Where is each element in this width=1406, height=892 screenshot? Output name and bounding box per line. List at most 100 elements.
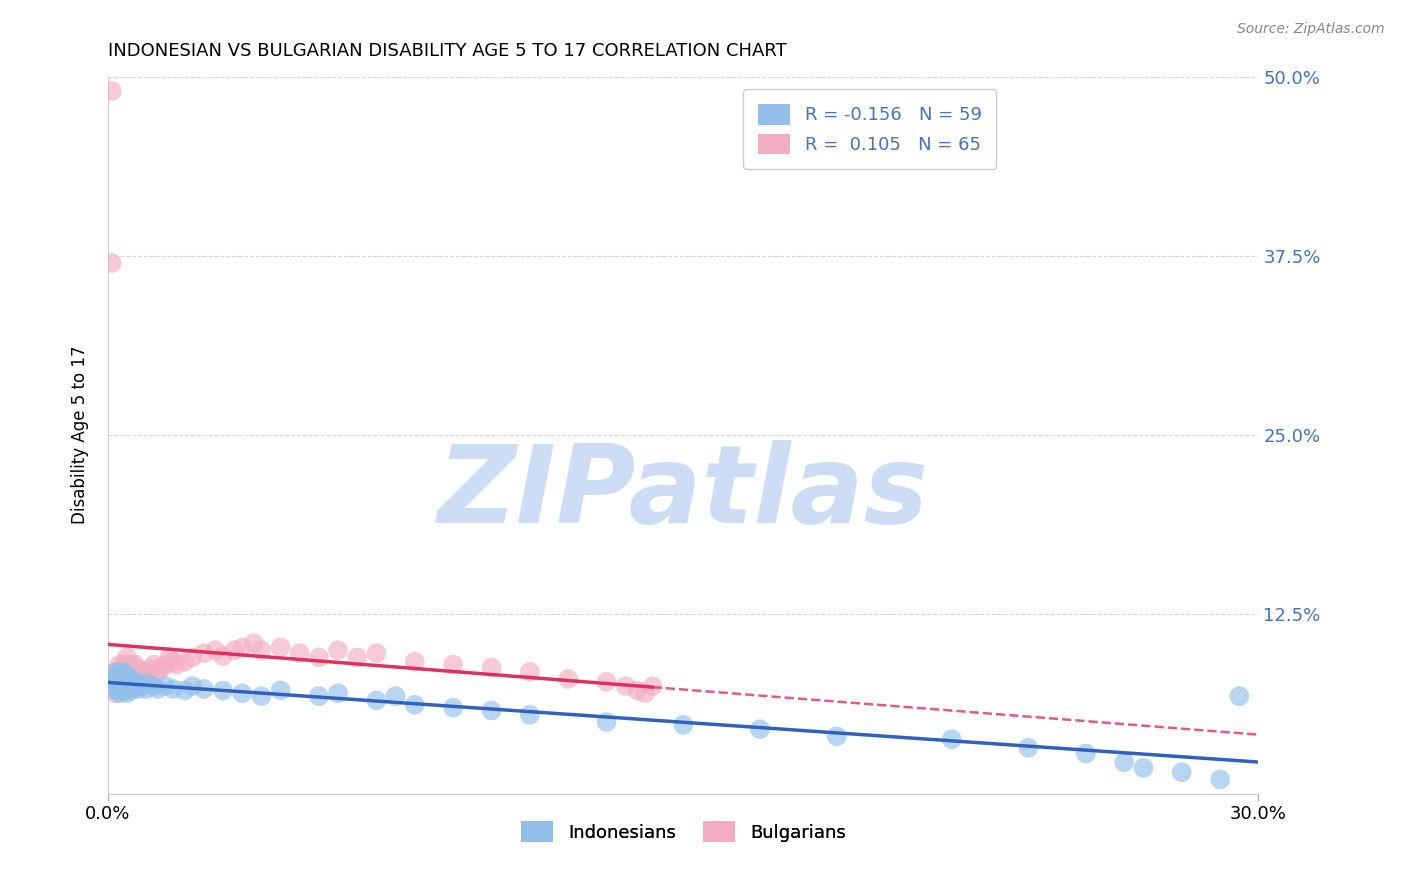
Point <box>384 689 406 703</box>
Point <box>131 665 153 679</box>
Point <box>120 678 142 692</box>
Legend: Indonesians, Bulgarians: Indonesians, Bulgarians <box>513 814 853 849</box>
Point <box>595 714 617 729</box>
Point <box>404 655 426 669</box>
Point <box>120 672 142 686</box>
Point <box>128 676 150 690</box>
Point <box>193 681 215 696</box>
Point <box>1132 761 1154 775</box>
Point <box>108 672 131 686</box>
Point <box>250 643 273 657</box>
Point <box>112 665 135 679</box>
Point <box>519 707 541 722</box>
Point <box>1171 765 1194 780</box>
Point <box>139 662 162 676</box>
Point <box>135 681 157 696</box>
Point <box>441 700 464 714</box>
Y-axis label: Disability Age 5 to 17: Disability Age 5 to 17 <box>72 346 89 524</box>
Point <box>104 686 127 700</box>
Point <box>124 672 146 686</box>
Point <box>326 643 349 657</box>
Point <box>146 665 169 679</box>
Point <box>1114 755 1136 769</box>
Point <box>115 686 138 700</box>
Text: ZIPatlas: ZIPatlas <box>437 440 929 546</box>
Point <box>441 657 464 672</box>
Point <box>288 646 311 660</box>
Point <box>150 660 173 674</box>
Point <box>519 665 541 679</box>
Point <box>157 650 180 665</box>
Point <box>124 681 146 695</box>
Point <box>146 681 169 696</box>
Point <box>131 679 153 693</box>
Point <box>124 657 146 672</box>
Point <box>231 640 253 655</box>
Point <box>143 679 166 693</box>
Point <box>120 672 142 686</box>
Point <box>124 674 146 689</box>
Point <box>104 683 127 698</box>
Point <box>115 674 138 689</box>
Point <box>366 693 388 707</box>
Point <box>250 689 273 703</box>
Point <box>672 718 695 732</box>
Point <box>193 646 215 660</box>
Point <box>115 679 138 693</box>
Point <box>104 665 127 679</box>
Point <box>1074 747 1097 761</box>
Point <box>204 643 226 657</box>
Point <box>115 650 138 665</box>
Point <box>224 643 246 657</box>
Point <box>212 648 235 663</box>
Point <box>108 667 131 681</box>
Point <box>481 704 503 718</box>
Point <box>104 665 127 679</box>
Point <box>108 686 131 700</box>
Point <box>308 689 330 703</box>
Point <box>101 679 124 693</box>
Point <box>212 683 235 698</box>
Point <box>155 679 177 693</box>
Point <box>941 732 963 747</box>
Point <box>308 650 330 665</box>
Text: INDONESIAN VS BULGARIAN DISABILITY AGE 5 TO 17 CORRELATION CHART: INDONESIAN VS BULGARIAN DISABILITY AGE 5… <box>108 42 787 60</box>
Point <box>231 686 253 700</box>
Point <box>120 683 142 698</box>
Point <box>120 665 142 679</box>
Point <box>131 672 153 686</box>
Point <box>128 662 150 676</box>
Point <box>270 683 292 698</box>
Point <box>101 672 124 686</box>
Point <box>104 674 127 689</box>
Text: Source: ZipAtlas.com: Source: ZipAtlas.com <box>1237 22 1385 37</box>
Point <box>112 672 135 686</box>
Point <box>115 657 138 672</box>
Point <box>128 681 150 696</box>
Point <box>128 669 150 683</box>
Point <box>112 665 135 679</box>
Point <box>101 256 124 270</box>
Point <box>242 636 264 650</box>
Point <box>104 672 127 686</box>
Point <box>326 686 349 700</box>
Point <box>166 657 188 672</box>
Point <box>135 676 157 690</box>
Point <box>366 646 388 660</box>
Point <box>112 678 135 692</box>
Point <box>115 679 138 693</box>
Point <box>104 669 127 683</box>
Point <box>346 650 368 665</box>
Point <box>115 669 138 683</box>
Point <box>143 657 166 672</box>
Point <box>104 679 127 693</box>
Point <box>634 686 657 700</box>
Point <box>115 672 138 686</box>
Point <box>825 729 848 743</box>
Point <box>557 672 579 686</box>
Point <box>115 665 138 679</box>
Point <box>1017 740 1039 755</box>
Point <box>626 683 648 698</box>
Point <box>108 679 131 693</box>
Point <box>173 655 195 669</box>
